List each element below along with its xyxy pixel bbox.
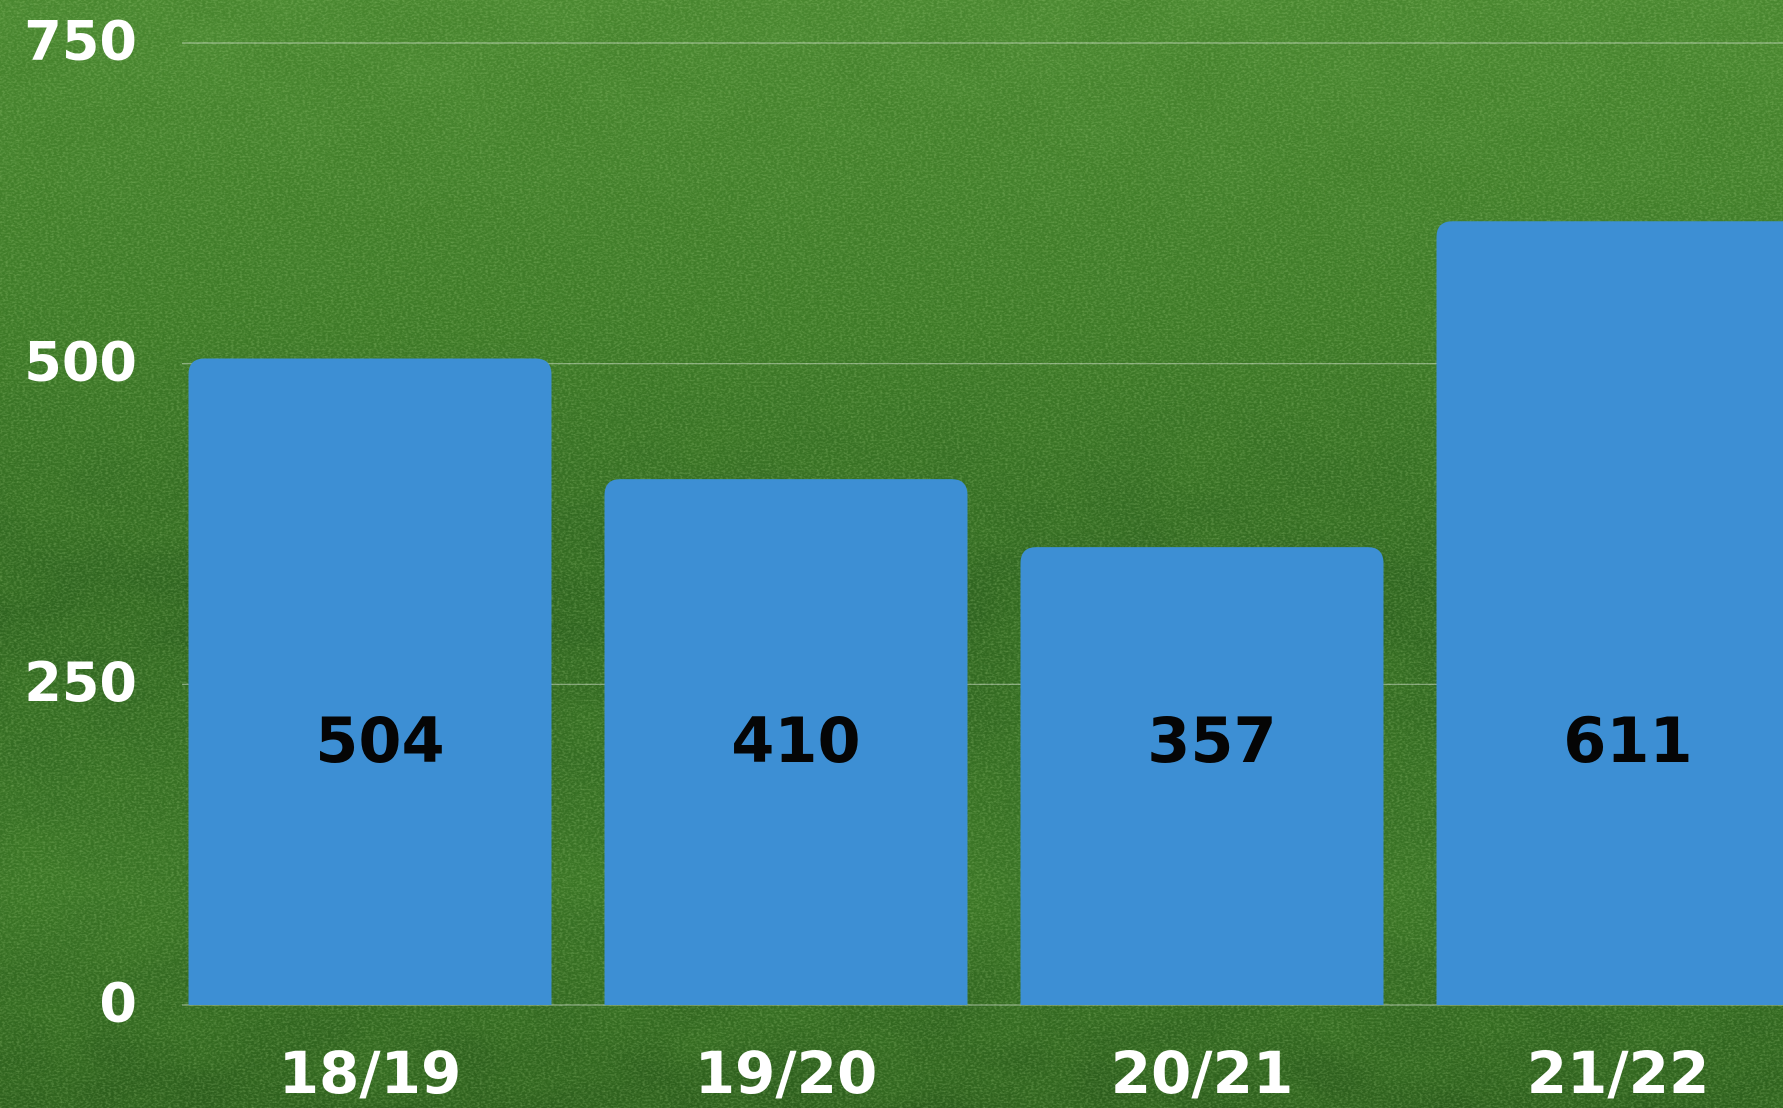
bar: [189, 359, 552, 1005]
data-label: 611: [1563, 704, 1692, 777]
y-tick-label: 0: [99, 972, 137, 1035]
y-tick-label: 250: [24, 651, 137, 714]
y-tick-label: 750: [24, 10, 137, 73]
x-tick-label: 21/22: [1527, 1039, 1710, 1107]
x-tick-label: 20/21: [1111, 1039, 1294, 1107]
chart: 0 250 500 750 504 18/19 410 19/20 357 20/21 611 21/…: [0, 0, 1783, 1108]
bar: [1437, 221, 1783, 1005]
data-label: 357: [1147, 704, 1276, 777]
data-label: 504: [315, 704, 444, 777]
x-tick-label: 19/20: [695, 1039, 878, 1107]
data-label: 410: [731, 704, 860, 777]
y-tick-label: 500: [24, 330, 137, 393]
x-tick-label: 18/19: [279, 1039, 462, 1107]
